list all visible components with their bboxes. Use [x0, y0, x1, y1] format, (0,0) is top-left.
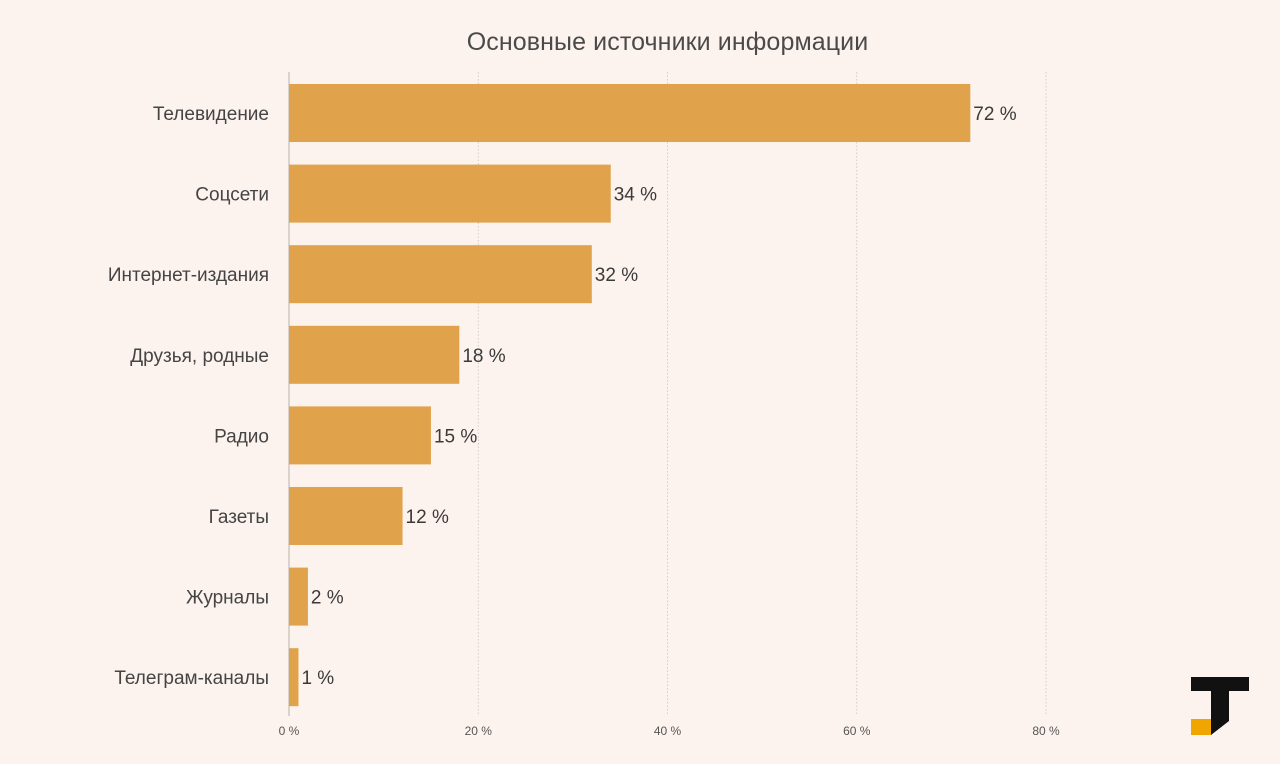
chart-title: Основные источники информации: [466, 28, 869, 56]
bar: [289, 648, 299, 707]
bars: [289, 84, 971, 707]
x-axis-ticks: 0 % 20 % 40 % 60 % 80 %: [279, 724, 1060, 738]
value-label: 72 %: [973, 104, 1016, 125]
x-tick-label: 80 %: [1032, 724, 1060, 738]
value-label: 15 %: [434, 426, 477, 447]
bar: [289, 487, 403, 545]
bar: [289, 567, 308, 626]
value-labels: 72 % 34 % 32 % 18 % 15 % 12 % 2 % 1 %: [301, 104, 1016, 689]
bar: [289, 325, 460, 384]
value-label: 32 %: [595, 265, 638, 286]
category-label: Соцсети: [195, 185, 269, 206]
category-label: Интернет-издания: [108, 265, 269, 286]
bar: [289, 84, 971, 142]
value-label: 34 %: [614, 185, 657, 206]
category-label: Радио: [214, 426, 269, 447]
category-label: Друзья, родные: [130, 346, 269, 367]
value-label: 18 %: [462, 346, 505, 367]
x-tick-label: 20 %: [465, 724, 493, 738]
category-label: Газеты: [209, 507, 269, 528]
category-label: Телеграм-каналы: [114, 668, 269, 689]
category-label: Телевидение: [153, 104, 269, 125]
bar: [289, 164, 611, 223]
x-tick-label: 0 %: [279, 724, 300, 738]
value-label: 2 %: [311, 588, 344, 609]
bar: [289, 245, 592, 304]
category-label: Журналы: [186, 588, 269, 609]
x-tick-label: 40 %: [654, 724, 682, 738]
t-logo-icon: [1191, 677, 1249, 735]
value-label: 1 %: [301, 668, 334, 689]
x-tick-label: 60 %: [843, 724, 871, 738]
value-label: 12 %: [406, 507, 449, 528]
category-labels: Телевидение Соцсети Интернет-издания Друзья…: [108, 104, 269, 689]
bar: [289, 406, 431, 465]
